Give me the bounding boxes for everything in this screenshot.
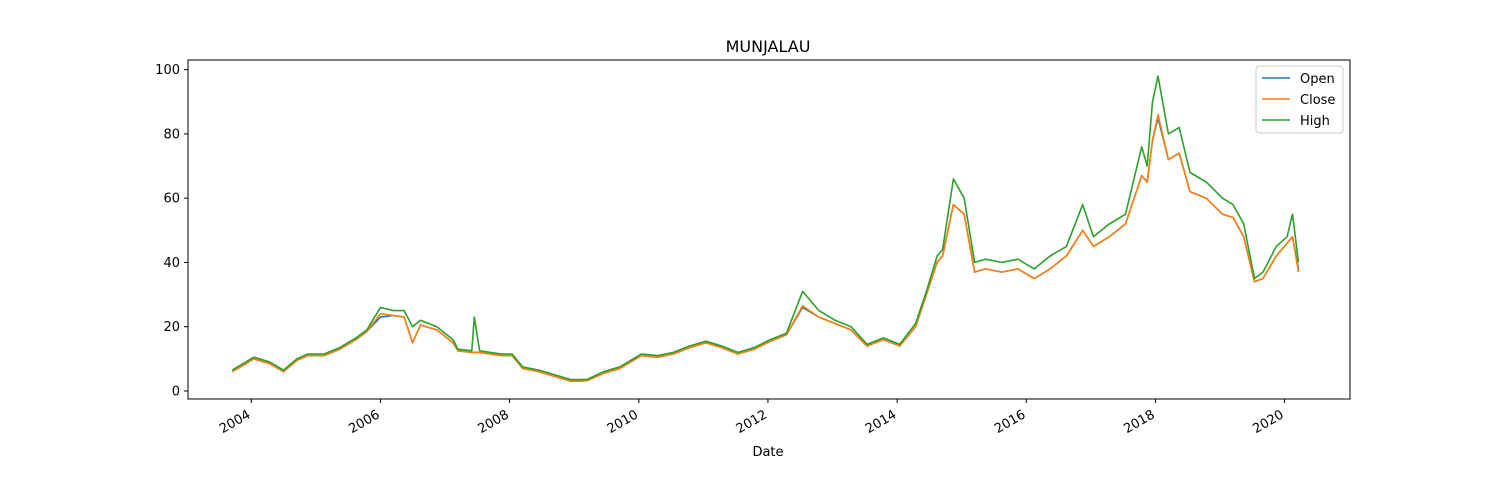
series-line-high [231, 75, 1300, 381]
legend-box [1255, 65, 1344, 134]
y-tick-label: 100 [155, 63, 180, 78]
y-axis: 0 20 40 60 80 100 [155, 63, 188, 399]
x-axis-label: Date [752, 445, 783, 460]
legend-label: High [1300, 114, 1330, 129]
series-lines [231, 75, 1300, 383]
legend-label: Open [1300, 72, 1335, 87]
legend: Open Close High [1255, 65, 1344, 134]
y-tick-label: 20 [163, 320, 180, 335]
legend-label: Close [1300, 93, 1335, 108]
chart-title: MUNJALAU [726, 37, 811, 56]
y-tick-label: 60 [163, 192, 180, 207]
series-line-close [231, 113, 1300, 383]
y-tick-label: 0 [172, 384, 180, 399]
y-tick-label: 40 [163, 256, 180, 271]
plot-frame [187, 59, 1351, 400]
y-tick-label: 80 [163, 127, 180, 142]
plot-background [188, 60, 1350, 399]
